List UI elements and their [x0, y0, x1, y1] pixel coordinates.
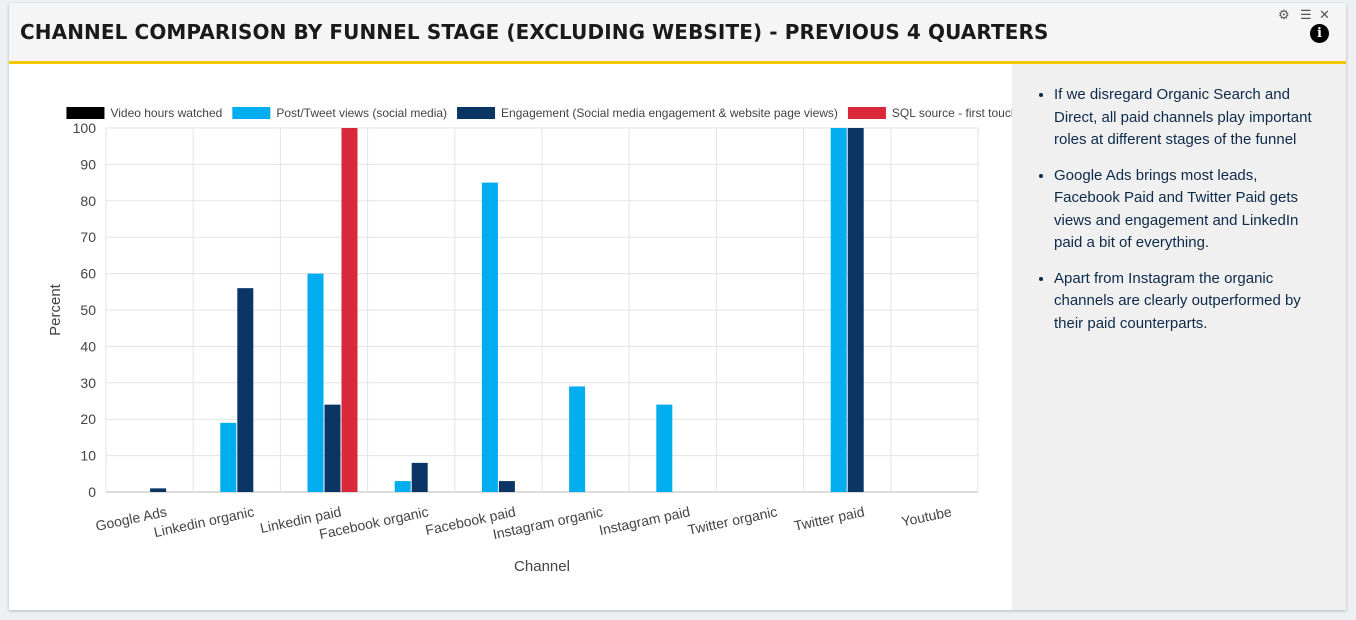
- bar: [498, 481, 515, 492]
- bar: [411, 462, 428, 492]
- y-tick-label: 50: [80, 302, 96, 318]
- bar: [150, 488, 167, 492]
- note-item: If we disregard Organic Search and Direc…: [1054, 84, 1324, 152]
- bar: [324, 404, 341, 492]
- y-tick-label: 100: [73, 120, 97, 136]
- y-tick-label: 70: [80, 229, 96, 245]
- legend-label: Engagement (Social media engagement & we…: [501, 106, 838, 120]
- y-tick-label: 30: [80, 375, 96, 391]
- legend-swatch: [232, 107, 271, 119]
- bar: [307, 273, 324, 492]
- y-tick-label: 10: [80, 448, 96, 464]
- x-tick-label: Instagram paid: [598, 503, 692, 538]
- y-tick-label: 80: [80, 193, 96, 209]
- notes-panel: If we disregard Organic Search and Direc…: [1012, 64, 1346, 610]
- x-tick-label: Youtube: [900, 503, 953, 529]
- legend-label: Video hours watched: [110, 106, 222, 120]
- dashboard-card: CHANNEL COMPARISON BY FUNNEL STAGE (EXCL…: [9, 3, 1346, 610]
- card-controls: ⚙ ☰ ✕: [1278, 8, 1338, 22]
- y-tick-label: 60: [80, 266, 96, 282]
- legend-swatch: [847, 107, 886, 119]
- legend-label: Post/Tweet views (social media): [276, 106, 447, 120]
- bar: [237, 288, 254, 492]
- legend-swatch: [66, 107, 105, 119]
- bar: [830, 128, 847, 492]
- bar: [656, 404, 673, 492]
- y-axis-title: Percent: [47, 283, 64, 336]
- card-title: CHANNEL COMPARISON BY FUNNEL STAGE (EXCL…: [20, 20, 1049, 44]
- bar: [341, 128, 358, 492]
- y-tick-label: 40: [80, 338, 96, 354]
- legend-swatch: [457, 107, 496, 119]
- close-icon[interactable]: ✕: [1319, 7, 1330, 22]
- note-item: Google Ads brings most leads, Facebook P…: [1054, 165, 1324, 255]
- bar: [394, 481, 411, 492]
- bar: [847, 128, 864, 492]
- menu-icon[interactable]: ☰: [1300, 7, 1312, 22]
- note-item: Apart from Instagram the organic channel…: [1054, 268, 1324, 336]
- y-tick-label: 20: [80, 411, 96, 427]
- x-tick-label: Twitter organic: [686, 503, 778, 538]
- card-header: CHANNEL COMPARISON BY FUNNEL STAGE (EXCL…: [9, 3, 1346, 64]
- y-tick-label: 90: [80, 156, 96, 172]
- legend-label: SQL source - first touch: [892, 106, 1012, 120]
- x-axis-title: Channel: [514, 558, 570, 575]
- bar: [481, 182, 498, 492]
- gear-icon[interactable]: ⚙: [1278, 7, 1290, 22]
- info-icon[interactable]: i: [1310, 24, 1329, 43]
- x-tick-label: Linkedin organic: [152, 503, 255, 540]
- bar: [569, 386, 586, 492]
- chart-area: 0 10 20 30 40 50 60 70 80 90 100 Google Ads Linkedin…: [9, 64, 1018, 610]
- bar: [220, 422, 237, 492]
- y-tick-label: 0: [88, 484, 96, 500]
- notes-list: If we disregard Organic Search and Direc…: [1012, 84, 1324, 348]
- x-tick-label: Twitter paid: [792, 503, 865, 534]
